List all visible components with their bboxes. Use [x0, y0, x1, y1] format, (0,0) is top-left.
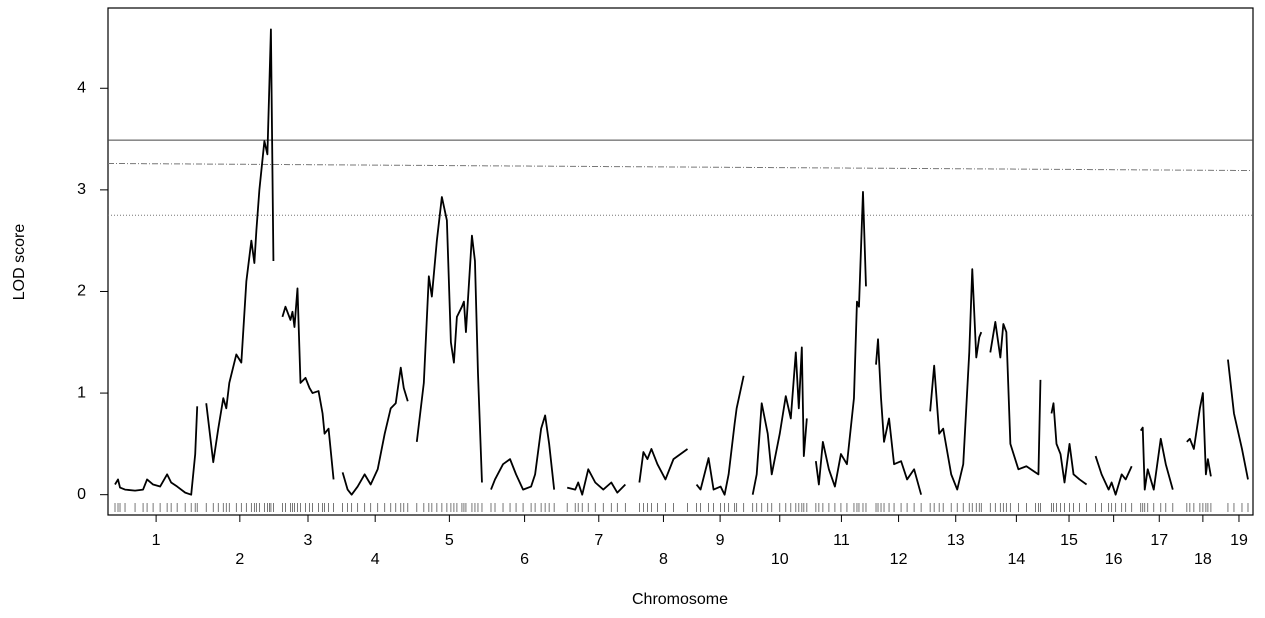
chromosome-label: 10: [771, 551, 789, 568]
chromosome-label: 13: [947, 532, 965, 549]
lod-curve: [751, 346, 808, 495]
chromosome-label: 12: [890, 551, 908, 568]
lod-curve: [281, 287, 335, 480]
chromosome-label: 11: [833, 532, 850, 549]
lod-curve: [1050, 402, 1088, 486]
chromosome-label: 5: [445, 532, 454, 549]
y-tick-label: 1: [77, 384, 86, 401]
chromosome-label: 18: [1194, 551, 1212, 568]
lod-curve: [929, 268, 983, 491]
chromosome-label: 6: [520, 551, 529, 568]
chromosome-label: 15: [1060, 532, 1078, 549]
chromosome-label: 14: [1007, 551, 1025, 568]
chromosome-label: 1: [152, 532, 161, 549]
lod-curve: [875, 338, 922, 495]
y-tick-label: 2: [77, 283, 86, 300]
lod-curve: [695, 375, 745, 496]
lod-curve: [490, 414, 556, 491]
chromosome-label: 19: [1230, 532, 1248, 549]
lod-curve: [341, 366, 409, 496]
lod-curve: [989, 321, 1042, 476]
chromosome-label: 9: [716, 532, 725, 549]
chromosome-label: 7: [594, 532, 603, 549]
threshold-line: [107, 162, 1254, 172]
y-axis-label: LOD score: [11, 224, 28, 301]
lod-curve: [1227, 359, 1249, 480]
chromosome-label: 8: [659, 551, 668, 568]
lod-curve: [814, 191, 867, 488]
chromosome-label: 2: [235, 551, 244, 568]
lod-curve: [638, 448, 689, 483]
lod-curve: [1139, 426, 1174, 491]
chromosome-label: 17: [1150, 532, 1168, 549]
lod-curve: [415, 196, 483, 483]
lod-curve: [114, 406, 199, 496]
y-tick-label: 3: [77, 181, 86, 198]
y-tick-label: 4: [77, 79, 86, 96]
chromosome-label: 3: [304, 532, 313, 549]
y-tick-label: 0: [77, 486, 86, 503]
lod-curve: [205, 28, 275, 464]
plot-frame: [107, 7, 1254, 516]
lod-curve: [566, 468, 626, 496]
lod-curve: [1094, 455, 1133, 496]
chromosome-label: 16: [1105, 551, 1123, 568]
chromosome-label: 4: [371, 551, 380, 568]
x-axis-label: Chromosome: [632, 591, 728, 608]
lod-curve: [1186, 392, 1212, 477]
